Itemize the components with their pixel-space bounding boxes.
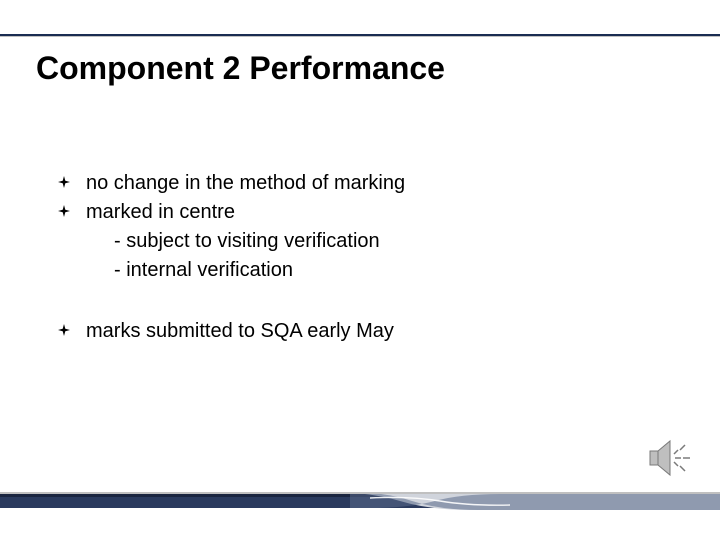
slide-body: no change in the method of marking marke… xyxy=(58,170,680,347)
spacer xyxy=(58,286,680,318)
bottom-decorative-bar xyxy=(0,492,720,510)
bullet-text: no change in the method of marking xyxy=(86,172,405,194)
diamond-bullet-icon xyxy=(58,324,70,336)
diamond-bullet-icon xyxy=(58,205,70,217)
slide-title: Component 2 Performance xyxy=(36,50,445,87)
bullet-text: marks submitted to SQA early May xyxy=(86,320,394,342)
sub-list-item: - internal verification xyxy=(58,257,680,284)
bullet-text: marked in centre xyxy=(86,201,235,223)
list-item: marked in centre xyxy=(58,199,680,226)
sub-list-item: - subject to visiting verification xyxy=(58,228,680,255)
top-horizontal-rule xyxy=(0,34,720,36)
speaker-audio-icon[interactable] xyxy=(648,438,692,478)
list-item: marks submitted to SQA early May xyxy=(58,318,680,345)
slide: Component 2 Performance no change in the… xyxy=(0,0,720,540)
diamond-bullet-icon xyxy=(58,176,70,188)
list-item: no change in the method of marking xyxy=(58,170,680,197)
